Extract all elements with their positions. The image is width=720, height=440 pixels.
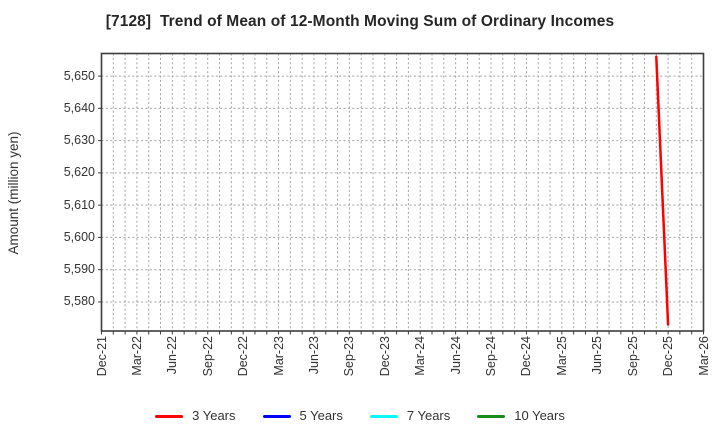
x-tick-label: Sep-23 xyxy=(342,336,357,377)
y-tick-label: 5,610 xyxy=(63,197,95,212)
legend-line-swatch xyxy=(155,414,184,418)
y-tick-label: 5,640 xyxy=(63,100,95,115)
y-tick-label: 5,650 xyxy=(63,68,95,83)
legend: 3 Years 5 Years 7 Years 10 Years xyxy=(0,407,720,425)
x-tick-label: Jun-25 xyxy=(590,336,605,375)
x-tick-label: Dec-23 xyxy=(377,336,392,377)
legend-item-5-years: 5 Years xyxy=(262,407,343,425)
x-tick-label: Dec-21 xyxy=(94,336,109,377)
legend-label: 3 Years xyxy=(192,408,236,423)
series-line-3-years xyxy=(655,55,670,326)
x-tick-label: Mar-24 xyxy=(413,336,428,376)
legend-item-7-years: 7 Years xyxy=(369,407,451,425)
legend-label: 7 Years xyxy=(406,408,451,423)
chart-title: [7128] Trend of Mean of 12-Month Moving … xyxy=(105,13,615,30)
legend-label: 10 Years xyxy=(514,408,565,423)
axes-frame xyxy=(100,52,705,332)
x-tick-label: Mar-23 xyxy=(271,336,286,376)
x-tick-label: Mar-22 xyxy=(129,336,144,376)
y-tick-label: 5,580 xyxy=(63,294,95,309)
x-tick-label: Dec-22 xyxy=(236,336,251,377)
legend-label: 5 Years xyxy=(299,408,343,423)
x-tick-label: Mar-26 xyxy=(696,336,711,376)
x-tick-label: Mar-25 xyxy=(554,336,569,376)
y-tick-label: 5,600 xyxy=(63,229,95,244)
y-tick-label: 5,590 xyxy=(63,262,95,277)
x-tick-label: Sep-24 xyxy=(484,336,499,377)
x-tick-label: Sep-25 xyxy=(625,336,640,377)
y-tick-label: 5,630 xyxy=(63,133,95,148)
legend-item-10-years: 10 Years xyxy=(477,407,565,425)
legend-line-swatch xyxy=(262,414,291,418)
legend-line-swatch xyxy=(369,414,398,418)
x-tick-label: Jun-23 xyxy=(306,336,321,375)
x-tick-label: Jun-22 xyxy=(165,336,180,375)
x-tick-label: Dec-24 xyxy=(519,336,534,377)
x-tick-label: Sep-22 xyxy=(200,336,215,377)
x-tick-label: Jun-24 xyxy=(448,336,463,375)
y-tick-label: 5,620 xyxy=(63,165,95,180)
x-tick-label: Dec-25 xyxy=(661,336,676,377)
legend-line-swatch xyxy=(477,414,506,418)
legend-item-3-years: 3 Years xyxy=(155,407,236,425)
